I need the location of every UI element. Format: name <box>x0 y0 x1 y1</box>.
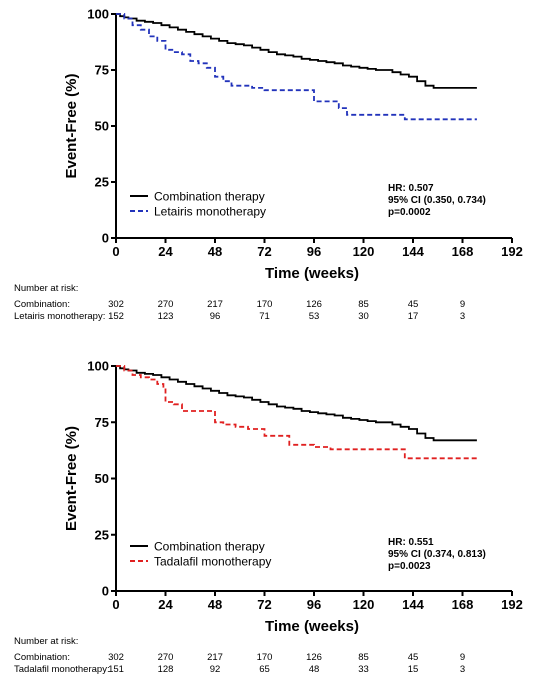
y-tick-label: 0 <box>102 584 109 599</box>
risk-count: 151 <box>108 664 124 675</box>
risk-table-1: Number at risk: Combination: 302 270 217 170 1… <box>0 283 539 329</box>
risk-count: 126 <box>306 299 322 310</box>
risk-row-label: Combination: <box>14 652 70 663</box>
series-line-1 <box>116 13 477 89</box>
y-tick-label: 25 <box>95 527 109 542</box>
stats-annotation-line: p=0.0002 <box>388 207 431 218</box>
risk-count: 48 <box>308 664 320 675</box>
risk-count: 123 <box>157 311 174 322</box>
series-line-2 <box>116 365 477 460</box>
risk-count: 126 <box>306 652 322 663</box>
y-tick-label: 25 <box>95 175 109 190</box>
risk-count: 270 <box>157 652 174 663</box>
risk-count: 217 <box>207 652 223 663</box>
risk-count: 30 <box>358 311 369 322</box>
risk-count: 170 <box>256 652 273 663</box>
risk-count: 270 <box>157 299 174 310</box>
risk-count: 9 <box>459 652 466 663</box>
risk-table-title: Number at risk: <box>14 636 79 647</box>
risk-count: 85 <box>358 299 369 310</box>
legend-label-2: Letairis monotherapy <box>154 205 266 219</box>
risk-count: 15 <box>407 664 419 675</box>
x-tick-label: 0 <box>112 597 119 612</box>
x-tick-label: 48 <box>208 244 222 259</box>
x-tick-label: 144 <box>402 597 424 612</box>
risk-table-2: Number at risk: Combination: 302 270 217 170 1… <box>0 636 539 682</box>
x-tick-label: 24 <box>158 244 173 259</box>
risk-count: 45 <box>407 299 419 310</box>
risk-count: 53 <box>308 311 320 322</box>
risk-count: 302 <box>108 652 124 663</box>
risk-count: 3 <box>459 664 466 675</box>
risk-row-label: Letairis monotherapy: <box>14 311 106 322</box>
y-tick-label: 50 <box>95 119 109 134</box>
x-tick-label: 120 <box>353 597 375 612</box>
chart-panel-2: 0 25 50 75 100 0 24 48 72 96 120 144 168 192 Time (wee… <box>63 359 523 636</box>
risk-count: 128 <box>157 664 174 675</box>
risk-count: 92 <box>209 664 221 675</box>
x-axis-label: Time (weeks) <box>265 265 359 282</box>
risk-row-label: Combination: <box>14 299 70 310</box>
x-tick-label: 48 <box>208 597 222 612</box>
y-tick-label: 0 <box>102 231 109 246</box>
y-tick-label: 75 <box>95 415 109 430</box>
x-tick-label: 192 <box>501 244 523 259</box>
stats-annotation-line: HR: 0.507 <box>388 183 434 194</box>
risk-count: 33 <box>358 664 369 675</box>
risk-count: 85 <box>358 652 369 663</box>
y-tick-label: 100 <box>87 7 109 22</box>
x-tick-label: 72 <box>257 597 271 612</box>
risk-count: 9 <box>459 299 466 310</box>
risk-count: 3 <box>459 311 466 322</box>
chart-panel-1: 0 25 50 75 100 0 24 48 72 96 120 144 168 192 Time (wee… <box>63 7 523 283</box>
x-tick-label: 96 <box>307 244 321 259</box>
risk-count: 217 <box>207 299 223 310</box>
risk-count: 152 <box>108 311 124 322</box>
legend-label-1: Combination therapy <box>154 540 265 554</box>
y-axis-label: Event-Free (%) <box>63 73 80 178</box>
risk-count: 45 <box>407 652 419 663</box>
risk-count: 17 <box>407 311 419 322</box>
risk-count: 65 <box>259 664 270 675</box>
risk-count: 302 <box>108 299 124 310</box>
y-axis-label: Event-Free (%) <box>63 426 80 531</box>
series-line-2 <box>116 13 477 121</box>
stats-annotation-line: 95% CI (0.350, 0.734) <box>388 195 486 206</box>
x-tick-label: 24 <box>158 597 173 612</box>
risk-count: 71 <box>259 311 270 322</box>
risk-count: 170 <box>256 299 273 310</box>
legend-label-2: Tadalafil monotherapy <box>154 555 271 569</box>
risk-table-title: Number at risk: <box>14 283 79 294</box>
x-tick-label: 96 <box>307 597 321 612</box>
y-tick-label: 50 <box>95 471 109 486</box>
x-axis-label: Time (weeks) <box>265 618 359 635</box>
x-tick-label: 0 <box>112 244 119 259</box>
x-tick-label: 168 <box>452 244 474 259</box>
y-tick-label: 100 <box>87 359 109 374</box>
stats-annotation-line: 95% CI (0.374, 0.813) <box>388 549 486 560</box>
risk-row-label: Tadalafil monotherapy: <box>14 664 110 675</box>
x-tick-label: 120 <box>353 244 375 259</box>
x-tick-label: 168 <box>452 597 474 612</box>
x-tick-label: 144 <box>402 244 424 259</box>
x-tick-label: 72 <box>257 244 271 259</box>
stats-annotation-line: p=0.0023 <box>388 561 431 572</box>
x-tick-label: 192 <box>501 597 523 612</box>
legend-label-1: Combination therapy <box>154 190 265 204</box>
series-line-1 <box>116 365 477 442</box>
stats-annotation-line: HR: 0.551 <box>388 537 434 548</box>
y-tick-label: 75 <box>95 63 109 78</box>
risk-count: 96 <box>209 311 221 322</box>
